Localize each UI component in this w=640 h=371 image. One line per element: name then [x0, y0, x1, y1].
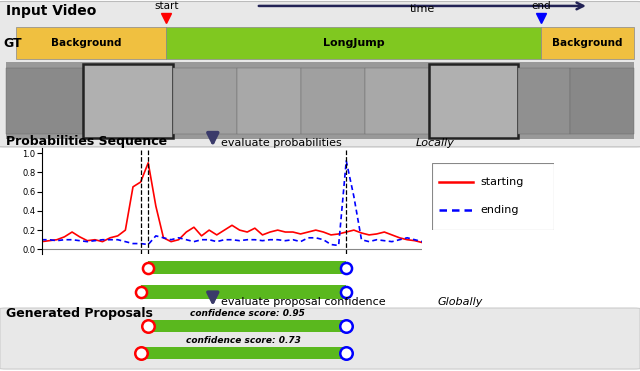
- Bar: [16, 27, 166, 59]
- Text: confidence score: 0.95: confidence score: 0.95: [190, 309, 305, 318]
- Text: Globally: Globally: [437, 298, 483, 307]
- Text: Background: Background: [552, 38, 623, 48]
- Text: Locally: Locally: [416, 138, 455, 148]
- Text: GT: GT: [3, 36, 22, 50]
- Bar: [141, 347, 346, 359]
- Text: Background: Background: [51, 38, 122, 48]
- Bar: [365, 68, 429, 134]
- Text: Probabilities Sequence: Probabilities Sequence: [6, 135, 168, 148]
- Text: evaluate probabilities: evaluate probabilities: [221, 138, 345, 148]
- Bar: [570, 68, 634, 134]
- Bar: [237, 68, 301, 134]
- Text: start: start: [154, 1, 179, 12]
- Bar: [141, 285, 346, 299]
- Text: LongJump: LongJump: [323, 38, 385, 48]
- Bar: [166, 27, 541, 59]
- Text: Input Video: Input Video: [6, 4, 97, 19]
- Text: time: time: [410, 4, 435, 14]
- Text: confidence score: 0.73: confidence score: 0.73: [186, 336, 301, 345]
- FancyBboxPatch shape: [0, 308, 640, 369]
- Bar: [6, 68, 83, 134]
- Bar: [6, 62, 634, 139]
- Bar: [518, 68, 570, 134]
- Text: starting: starting: [481, 177, 524, 187]
- Bar: [173, 68, 237, 134]
- Text: Generated Proposals: Generated Proposals: [6, 307, 153, 320]
- Bar: [148, 261, 346, 275]
- Text: evaluate proposal confidence: evaluate proposal confidence: [221, 298, 389, 307]
- Bar: [83, 64, 173, 138]
- Bar: [148, 319, 346, 332]
- Bar: [301, 68, 365, 134]
- Text: end: end: [531, 1, 550, 12]
- Text: ending: ending: [481, 205, 519, 215]
- Bar: [429, 64, 518, 138]
- Bar: [541, 27, 634, 59]
- FancyBboxPatch shape: [0, 1, 640, 147]
